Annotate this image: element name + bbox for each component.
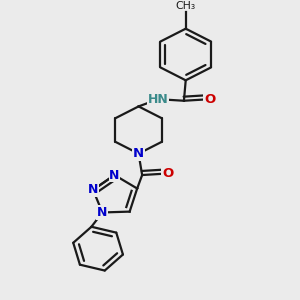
Text: O: O: [162, 167, 173, 180]
Text: N: N: [133, 147, 144, 160]
Text: HN: HN: [148, 93, 169, 106]
Text: CH₃: CH₃: [176, 1, 196, 11]
Text: N: N: [110, 169, 120, 182]
Text: N: N: [97, 206, 108, 219]
Text: N: N: [88, 183, 98, 196]
Text: O: O: [204, 93, 215, 106]
